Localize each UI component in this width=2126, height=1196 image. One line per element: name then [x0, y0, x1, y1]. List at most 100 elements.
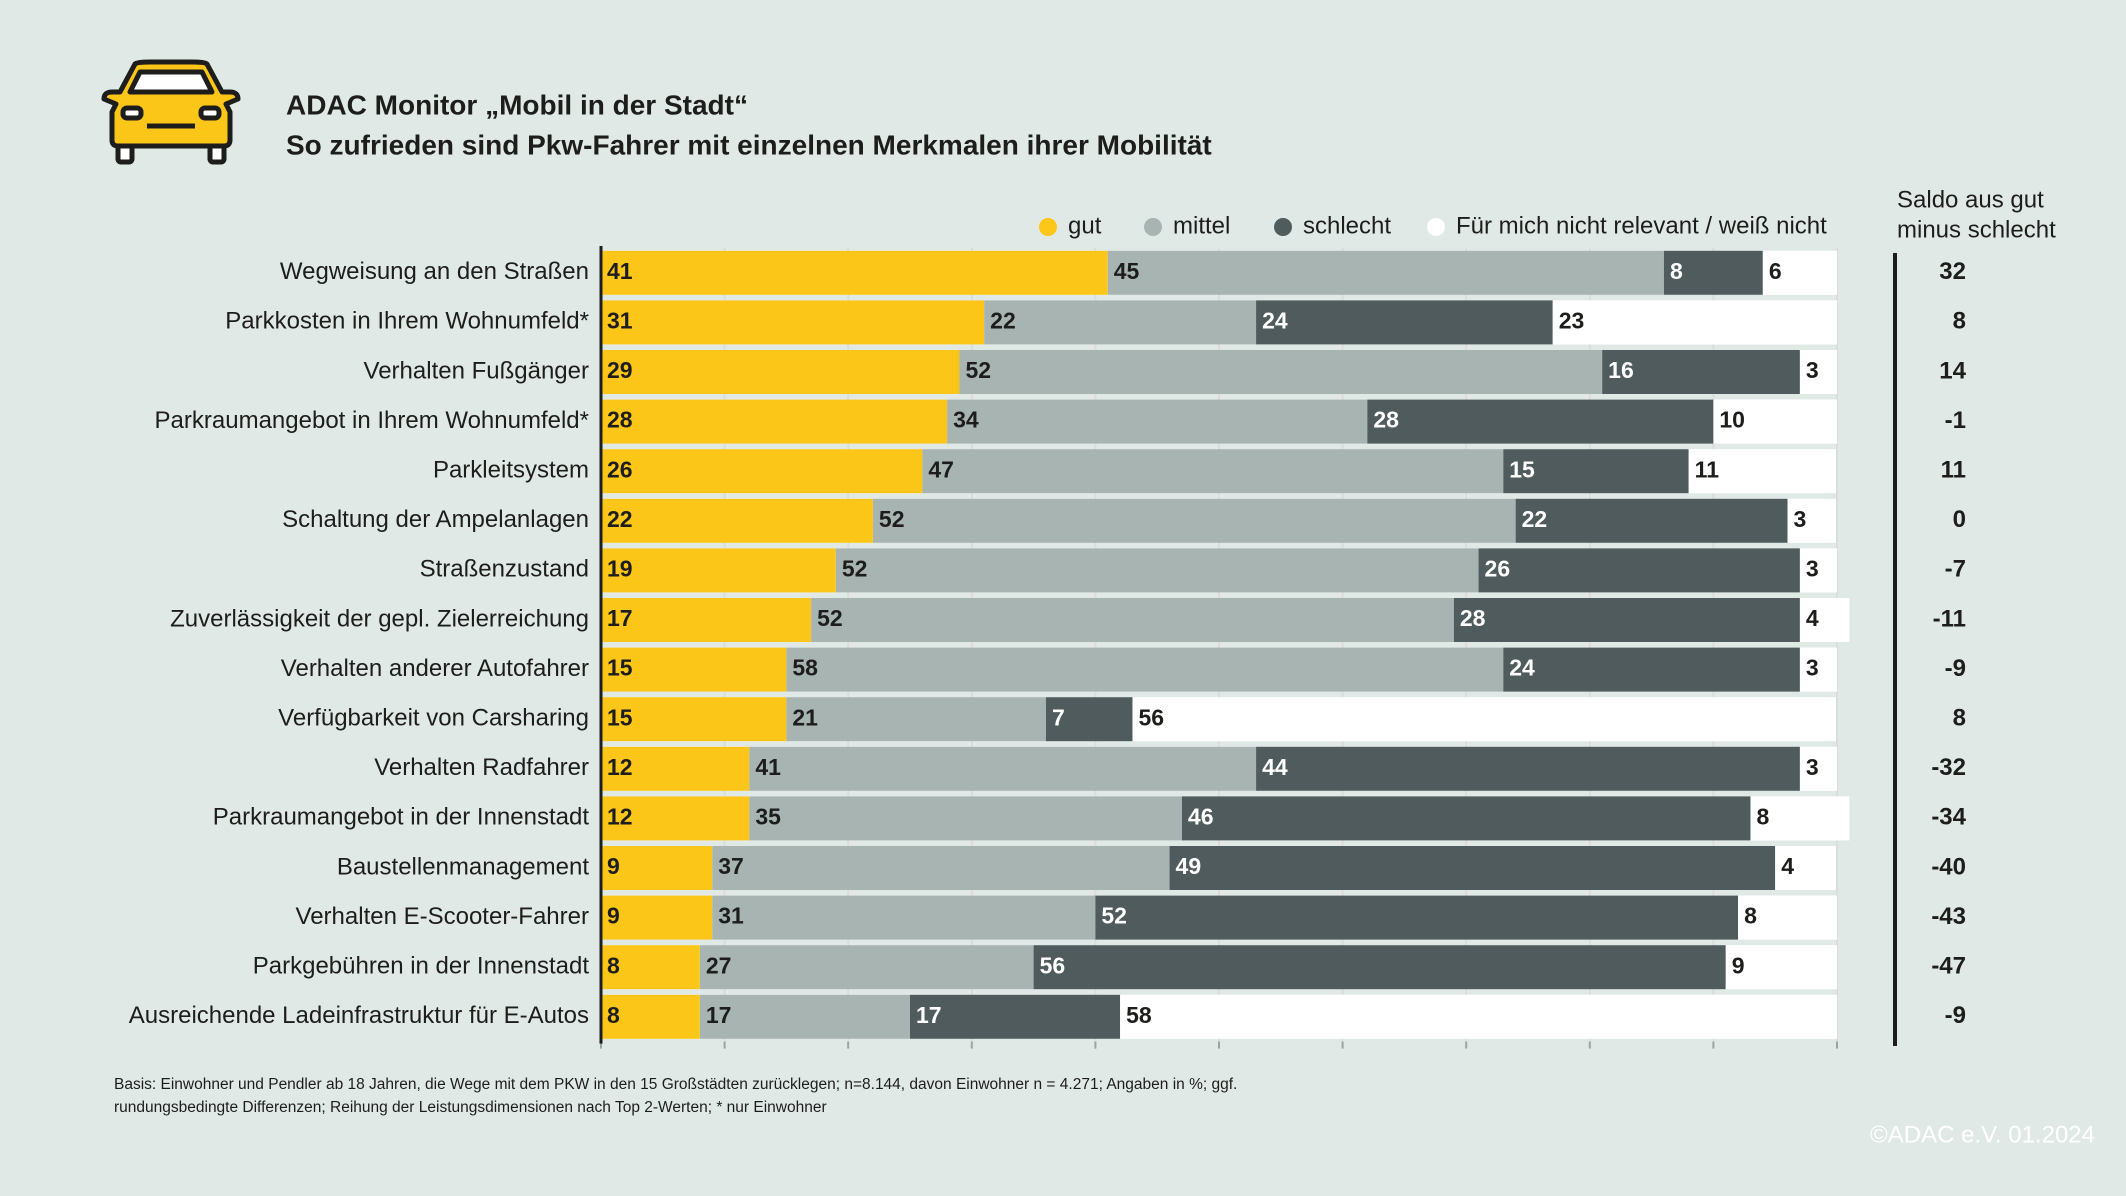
bar-segment: [910, 994, 1121, 1039]
value-label: 6: [1769, 258, 1782, 284]
category-label: Straßenzustand: [420, 556, 589, 583]
bar-segment: [1503, 449, 1689, 494]
bar-segment: [699, 994, 910, 1039]
value-label: 27: [706, 952, 732, 978]
bar-segment: [1750, 796, 1850, 841]
value-label: 3: [1806, 555, 1819, 581]
bar-segment: [601, 945, 700, 990]
saldo-value: 8: [1953, 705, 1966, 732]
value-label: 28: [607, 407, 633, 433]
value-label: 12: [607, 754, 633, 780]
value-label: 41: [755, 754, 781, 780]
value-label: 35: [755, 803, 781, 829]
value-label: 10: [1719, 407, 1745, 433]
bar-segment: [1552, 300, 1837, 345]
chart-title: ADAC Monitor „Mobil in der Stadt“: [286, 89, 748, 120]
value-label: 3: [1806, 655, 1819, 681]
category-label: Wegweisung an den Straßen: [280, 258, 589, 285]
saldo-value: -34: [1931, 804, 1966, 831]
bar-segment: [984, 300, 1257, 345]
value-label: 8: [1670, 258, 1683, 284]
category-label: Parkkosten in Ihrem Wohnumfeld*: [225, 308, 589, 335]
category-label: Verhalten E-Scooter-Fahrer: [296, 903, 589, 930]
value-label: 52: [842, 555, 868, 581]
bar-segment: [1725, 945, 1837, 990]
bar-segment: [1738, 895, 1837, 940]
value-label: 4: [1806, 605, 1819, 631]
value-label: 8: [1744, 903, 1757, 929]
bar-segment: [1775, 846, 1825, 890]
footnote: Basis: Einwohner und Pendler ab 18 Jahre…: [114, 1076, 1237, 1093]
value-label: 9: [607, 853, 620, 879]
value-label: 49: [1176, 853, 1202, 879]
value-label: 19: [607, 555, 633, 581]
bar-segment: [601, 846, 713, 890]
footnote: rundungsbedingte Differenzen; Reihung de…: [114, 1099, 827, 1116]
bar-segment: [601, 449, 923, 494]
bar-segment: [872, 498, 1516, 543]
category-label: Parkgebühren in der Innenstadt: [253, 953, 590, 980]
bar-segment: [1169, 846, 1776, 890]
value-label: 41: [607, 258, 633, 284]
category-label: Baustellenmanagement: [337, 853, 589, 880]
bar-segment: [601, 498, 873, 543]
value-label: 7: [1052, 704, 1065, 730]
value-label: 3: [1794, 506, 1807, 532]
saldo-value: -47: [1931, 953, 1966, 980]
value-label: 45: [1114, 258, 1140, 284]
bar-segment: [1256, 300, 1553, 345]
value-label: 16: [1608, 357, 1634, 383]
value-label: 22: [990, 307, 1016, 333]
saldo-value: 0: [1953, 506, 1966, 533]
bar-segment: [601, 399, 948, 444]
value-label: 8: [1756, 803, 1769, 829]
bar-segment: [1713, 399, 1837, 444]
value-label: 24: [1509, 655, 1535, 681]
value-label: 21: [792, 704, 818, 730]
bar-segment: [1602, 350, 1800, 394]
bar-segment: [1688, 449, 1825, 494]
value-label: 22: [607, 506, 633, 532]
category-label: Parkraumangebot in Ihrem Wohnumfeld*: [155, 407, 589, 434]
value-label: 26: [1485, 555, 1511, 581]
bar-segment: [1503, 647, 1800, 692]
bar-segment: [1478, 548, 1800, 593]
bar-segment: [1515, 498, 1788, 543]
bar-segment: [959, 350, 1603, 394]
category-label: Parkraumangebot in der Innenstadt: [213, 804, 590, 831]
saldo-value: -43: [1931, 903, 1966, 930]
value-label: 58: [1126, 1002, 1152, 1028]
value-label: 52: [879, 506, 905, 532]
bar-segment: [601, 746, 750, 791]
value-label: 56: [1040, 952, 1066, 978]
bar-segment: [601, 300, 985, 345]
value-label: 28: [1373, 407, 1399, 433]
bar-segment: [1107, 250, 1664, 295]
value-label: 28: [1460, 605, 1486, 631]
value-label: 56: [1138, 704, 1164, 730]
value-label: 52: [965, 357, 991, 383]
bar-segment: [1095, 895, 1739, 940]
value-label: 37: [718, 853, 744, 879]
value-label: 17: [607, 605, 633, 631]
saldo-value: -9: [1945, 1002, 1966, 1029]
bar-segment: [1799, 598, 1850, 642]
value-label: 46: [1188, 803, 1214, 829]
category-label: Zuverlässigkeit der gepl. Zielerreichung: [170, 605, 589, 632]
legend-label: Für mich nicht relevant / weiß nicht: [1456, 212, 1827, 239]
saldo-value: 32: [1939, 258, 1966, 285]
bar-segment: [1132, 697, 1825, 742]
value-label: 22: [1522, 506, 1548, 532]
value-label: 4: [1781, 853, 1794, 879]
legend-marker: [1144, 218, 1162, 236]
saldo-value: 14: [1939, 357, 1966, 384]
value-label: 17: [916, 1002, 942, 1028]
value-label: 15: [1509, 456, 1535, 482]
bar-segment: [1045, 697, 1133, 742]
car-icon: [101, 59, 241, 165]
bar-segment: [1663, 250, 1763, 295]
legend-marker: [1427, 218, 1445, 236]
bar-segment: [601, 548, 836, 593]
value-label: 15: [607, 704, 633, 730]
